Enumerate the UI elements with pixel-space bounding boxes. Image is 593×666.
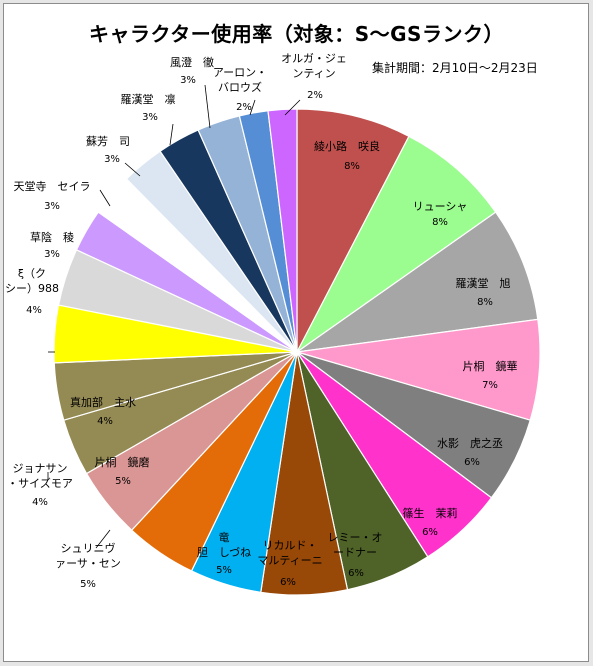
slice-label: 片桐 鏡磨: [95, 455, 150, 469]
slice-percent: 6%: [280, 577, 296, 588]
chart-subtitle: 集計期間：2月10日～2月23日: [372, 61, 538, 75]
pie-slice[interactable]: [296, 108, 410, 353]
pie-slice[interactable]: [296, 211, 539, 353]
slice-percent: 4%: [26, 305, 42, 316]
slice-percent: 5%: [216, 565, 232, 576]
leader-line: [99, 189, 111, 207]
slice-label: 水影 虎之丞: [437, 436, 503, 450]
leader-line: [204, 84, 211, 129]
slice-label: オルガ・ジェンティン: [281, 52, 347, 80]
slice-percent: 7%: [482, 380, 498, 391]
slice-label: 羅漢堂 凛: [121, 92, 176, 106]
slice-label: 篠生 茉莉: [403, 506, 458, 520]
slice-percent: 3%: [142, 112, 158, 123]
slice-label: 羅漢堂 旭: [456, 276, 511, 290]
slice-percent: 8%: [477, 297, 493, 308]
slice-label: 真加部 主水: [70, 395, 136, 409]
slice-label: 風澄 徹: [170, 55, 214, 69]
pie-slice[interactable]: [267, 108, 298, 353]
slice-percent: 3%: [180, 75, 196, 86]
slice-percent: 5%: [115, 476, 131, 487]
slice-label: 綾小路 咲良: [314, 139, 380, 153]
slice-percent: 6%: [422, 527, 438, 538]
leader-line: [124, 162, 141, 177]
slice-label: アーロン・バロウズ: [213, 66, 267, 94]
slice-percent: 2%: [307, 90, 323, 101]
slice-label: シュリニヴァーサ・セン: [55, 541, 121, 570]
slice-label: リューシャ: [413, 200, 468, 213]
slice-label: ジョナサン・サイズモア: [7, 462, 73, 490]
slice-label: 片桐 鏡華: [463, 359, 518, 373]
slice-percent: 3%: [44, 201, 60, 212]
chart-title: キャラクター使用率（対象：S～GSランク）: [89, 22, 504, 46]
slice-label: 天堂寺 セイラ: [14, 180, 91, 193]
slice-label: リカルド・マルティーニ: [257, 539, 322, 567]
leader-line: [95, 529, 111, 549]
leader-line: [249, 99, 256, 116]
slice-percent: 3%: [104, 154, 120, 165]
slice-label: 蘇芳 司: [86, 134, 130, 148]
slice-label: 竜胆 しづね: [197, 530, 251, 559]
slice-percent: 8%: [344, 161, 360, 172]
slice-percent: 2%: [236, 102, 252, 113]
slice-percent: 6%: [348, 568, 364, 579]
leader-line: [284, 99, 301, 116]
slice-percent: 6%: [464, 457, 480, 468]
leader-line: [169, 123, 174, 146]
slice-percent: 4%: [32, 497, 48, 508]
slice-percent: 3%: [44, 249, 60, 260]
slice-label: レミー・オードナー: [328, 531, 383, 559]
slice-percent: 5%: [80, 579, 96, 590]
slice-label: ξ（クシー）988: [5, 267, 59, 295]
pie-slice[interactable]: [296, 135, 497, 353]
slice-percent: 4%: [97, 416, 113, 427]
slice-percent: 8%: [432, 217, 448, 228]
slice-label: 草陰 稜: [30, 230, 74, 244]
